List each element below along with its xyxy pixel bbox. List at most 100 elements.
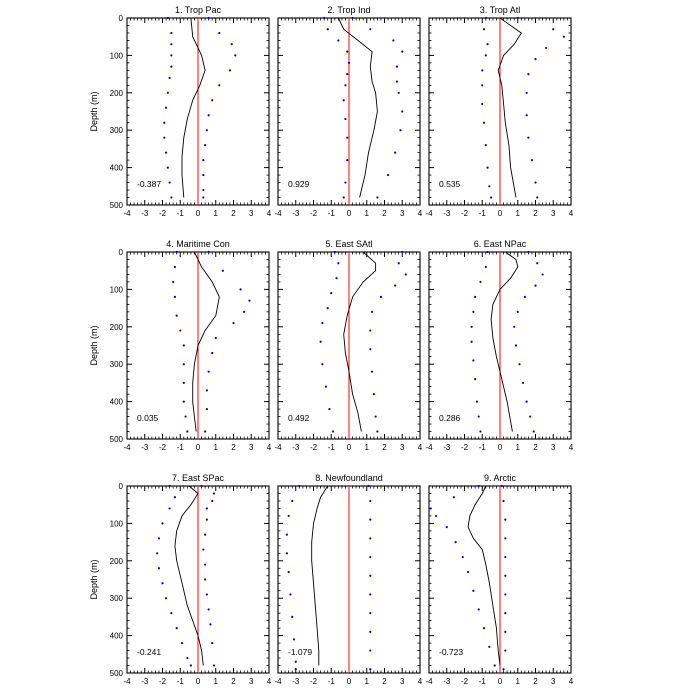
- upper-bound-point: [369, 574, 372, 577]
- lower-bound-point: [342, 99, 345, 102]
- x-tick-label: 2: [382, 677, 387, 686]
- lower-bound-point: [161, 582, 164, 585]
- y-tick-label: 400: [110, 398, 124, 407]
- lower-bound-point: [294, 660, 297, 663]
- x-tick-label: 3: [400, 677, 405, 686]
- lower-bound-point: [344, 181, 347, 184]
- panel-8: -4 -3 -2 -1 0 1 2 3 4 8. Newfoundland -1.079: [274, 473, 422, 686]
- lower-bound-point: [321, 321, 324, 325]
- lower-bound-point: [323, 16, 326, 20]
- upper-bound-point: [504, 612, 507, 615]
- upper-bound-point: [532, 430, 535, 433]
- mean-profile-line: [343, 251, 377, 432]
- x-tick-label: 2: [382, 443, 387, 452]
- lower-bound-point: [484, 16, 487, 20]
- upper-bound-point: [397, 91, 400, 94]
- lower-bound-point: [484, 144, 487, 147]
- lower-bound-point: [326, 28, 329, 31]
- x-tick-label: 4: [418, 209, 423, 218]
- panel-value-label: 0.286: [439, 413, 461, 423]
- lower-bound-point: [184, 415, 187, 418]
- upper-bound-point: [541, 273, 544, 276]
- upper-bound-point: [204, 563, 207, 566]
- lower-bound-point: [337, 262, 340, 265]
- upper-bound-point: [243, 310, 246, 313]
- x-tick-label: 1: [214, 209, 219, 218]
- upper-bound-point: [202, 188, 205, 192]
- upper-bound-point: [202, 159, 205, 162]
- x-tick-label: -1: [479, 443, 487, 452]
- lower-bound-point: [287, 514, 290, 518]
- upper-bound-point: [504, 537, 507, 540]
- lower-bound-point: [170, 43, 173, 46]
- lower-bound-point: [182, 363, 185, 366]
- lower-bound-point: [346, 50, 349, 53]
- upper-bound-point: [395, 65, 399, 68]
- x-tick-label: 4: [569, 209, 574, 218]
- panel-value-label: 0.929: [288, 179, 310, 189]
- lower-bound-point: [346, 73, 349, 76]
- x-tick-label: 0: [347, 677, 352, 686]
- x-tick-label: -3: [443, 209, 451, 218]
- mean-profile-line: [337, 17, 378, 198]
- upper-bound-point: [516, 16, 519, 20]
- x-tick-label: -4: [274, 443, 282, 452]
- lower-bound-point: [484, 54, 487, 57]
- upper-bound-point: [207, 250, 210, 254]
- lower-bound-point: [168, 181, 171, 184]
- upper-bound-point: [218, 84, 221, 87]
- upper-bound-point: [525, 400, 528, 403]
- upper-bound-point: [200, 484, 203, 488]
- upper-bound-point: [207, 608, 210, 611]
- upper-bound-point: [399, 129, 402, 132]
- y-tick-label: 200: [110, 323, 124, 332]
- upper-bound-point: [212, 664, 216, 667]
- upper-bound-point: [534, 284, 537, 287]
- upper-bound-point: [504, 593, 507, 596]
- lower-bound-point: [474, 378, 477, 381]
- lower-bound-point: [333, 250, 336, 254]
- y-tick-label: 100: [110, 51, 124, 60]
- upper-bound-point: [370, 370, 374, 373]
- upper-bound-point: [205, 507, 208, 510]
- x-tick-label: 3: [551, 443, 556, 452]
- x-tick-label: 1: [516, 443, 521, 452]
- x-tick-label: 1: [365, 443, 370, 452]
- lower-bound-point: [291, 615, 294, 619]
- lower-bound-point: [477, 415, 480, 418]
- panel-value-label: -0.241: [137, 647, 161, 657]
- lower-bound-point: [170, 65, 173, 68]
- lower-bound-point: [291, 499, 294, 503]
- lower-bound-point: [163, 136, 166, 139]
- lower-bound-point: [486, 166, 489, 169]
- upper-bound-point: [545, 46, 548, 50]
- lower-bound-point: [331, 430, 335, 433]
- lower-bound-point: [335, 277, 338, 280]
- lower-bound-point: [175, 250, 178, 254]
- lower-bound-point: [173, 496, 177, 499]
- upper-bound-point: [514, 344, 518, 347]
- lower-bound-point: [189, 664, 192, 667]
- x-tick-label: 0: [347, 443, 352, 452]
- panel-3: -4 -3 -2 -1 0 1 2 3 4 3. Trop Atl 0.535: [425, 5, 573, 218]
- panel-value-label: -1.079: [288, 647, 312, 657]
- lower-bound-point: [445, 526, 448, 529]
- x-tick-label: -3: [443, 443, 451, 452]
- upper-bound-point: [369, 593, 372, 596]
- upper-bound-point: [504, 574, 507, 577]
- upper-bound-point: [523, 295, 526, 298]
- upper-bound-point: [529, 415, 532, 418]
- upper-bound-point: [204, 533, 207, 536]
- upper-bound-point: [397, 262, 400, 265]
- lower-bound-point: [347, 61, 351, 64]
- x-tick-label: 1: [516, 209, 521, 218]
- mean-profile-line: [467, 485, 501, 666]
- lower-bound-point: [168, 76, 171, 79]
- upper-bound-point: [394, 151, 397, 154]
- lower-bound-point: [164, 597, 168, 600]
- lower-bound-point: [490, 196, 493, 199]
- upper-bound-point: [386, 173, 390, 177]
- upper-bound-point: [369, 555, 372, 559]
- lower-bound-point: [285, 552, 288, 555]
- upper-bound-point: [376, 430, 379, 433]
